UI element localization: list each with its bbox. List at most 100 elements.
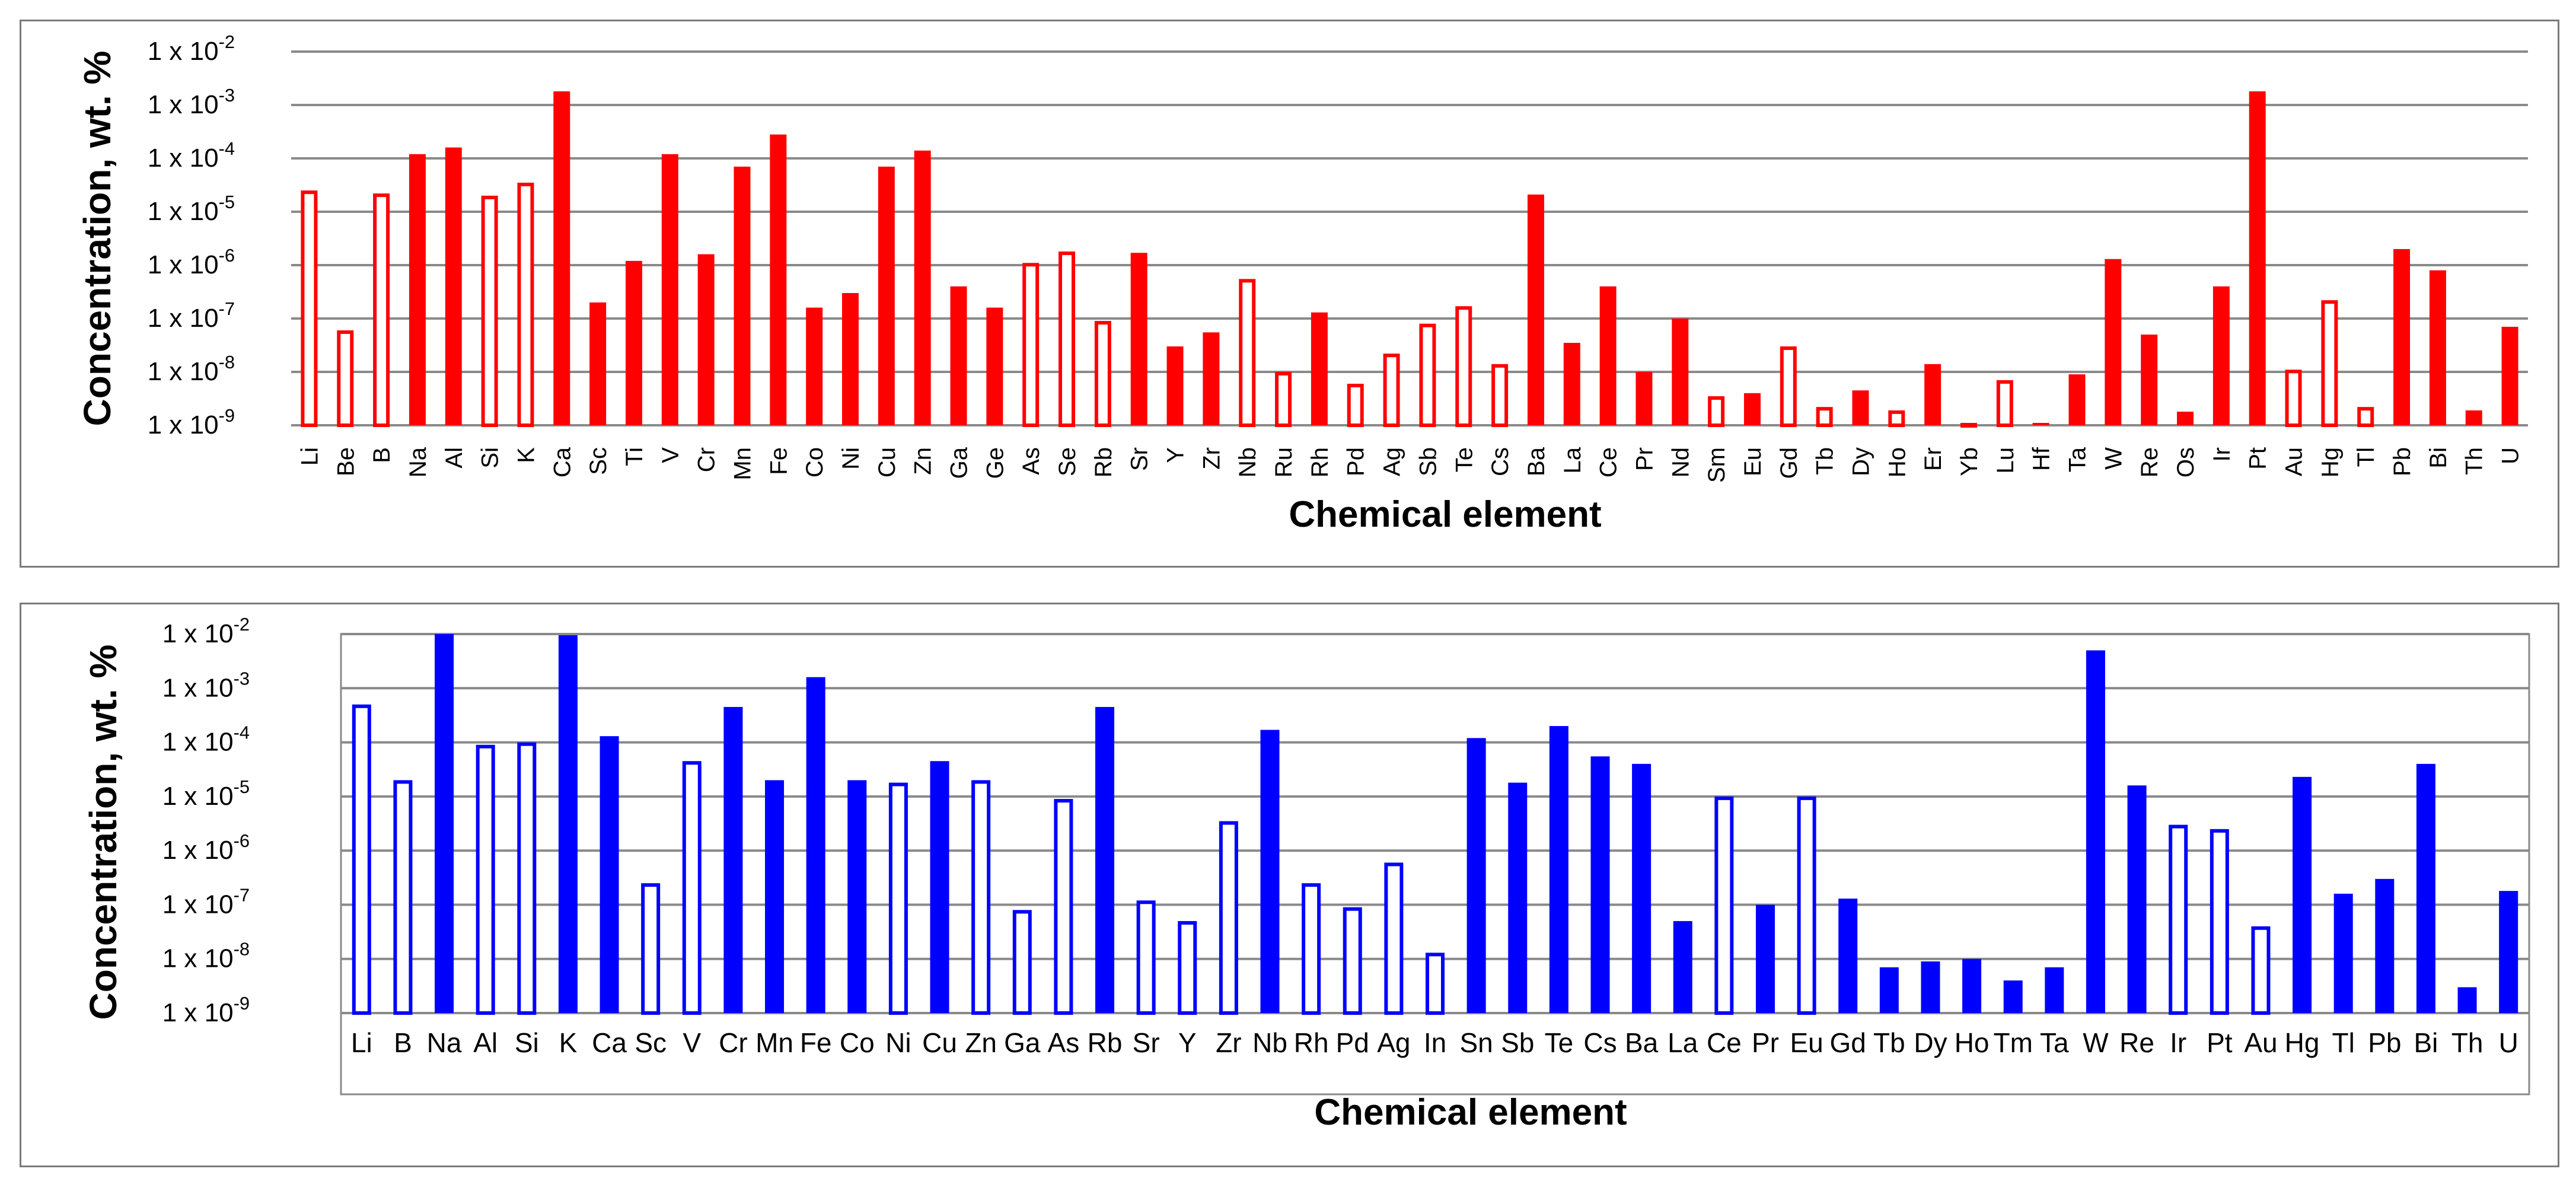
top-xtick-label-te: Te bbox=[1451, 447, 1477, 472]
top-y-axis-title: Concentration, wt. % bbox=[76, 51, 119, 426]
top-xtick-label-co: Co bbox=[802, 447, 828, 477]
bottom-ytick-label: 1 x 10-4 bbox=[162, 722, 250, 757]
bottom-ytick-label: 1 x 10-6 bbox=[162, 830, 250, 865]
top-bar-ag bbox=[1383, 354, 1400, 427]
top-xtick-label-ho: Ho bbox=[1884, 447, 1910, 477]
top-xtick-label-nb: Nb bbox=[1235, 447, 1261, 477]
top-xtick-label-u: U bbox=[2498, 447, 2524, 464]
bottom-xtick-label-li: Li bbox=[351, 1027, 372, 1058]
top-xtick-label-rb: Rb bbox=[1091, 447, 1117, 477]
bottom-xtick-label-mn: Mn bbox=[755, 1027, 793, 1058]
top-xtick-label-pb: Pb bbox=[2389, 447, 2415, 476]
top-bar-si bbox=[481, 195, 498, 427]
bottom-bar-au bbox=[2251, 926, 2271, 1015]
bottom-bar-rh bbox=[1302, 883, 1321, 1015]
top-xtick-label-y: Y bbox=[1163, 447, 1189, 463]
top-xtick-label-la: La bbox=[1560, 447, 1586, 473]
bottom-ytick-label: 1 x 10-2 bbox=[162, 614, 250, 648]
bottom-xtick-label-ce: Ce bbox=[1707, 1027, 1742, 1058]
bottom-xtick-label-ag: Ag bbox=[1377, 1027, 1410, 1058]
top-xtick-label-rh: Rh bbox=[1307, 447, 1333, 477]
top-ytick-label: 1 x 10-4 bbox=[148, 138, 235, 173]
bottom-xtick-label-ba: Ba bbox=[1625, 1027, 1659, 1058]
top-xtick-label-zn: Zn bbox=[910, 447, 936, 475]
bottom-bar-tl bbox=[2333, 893, 2353, 1013]
bottom-xtick-label-bi: Bi bbox=[2414, 1027, 2438, 1058]
bottom-xtick-label-b: B bbox=[394, 1027, 412, 1058]
bottom-bar-sb bbox=[1508, 782, 1528, 1013]
top-xtick-label-ba: Ba bbox=[1523, 447, 1550, 476]
bottom-ytick-label: 1 x 10-9 bbox=[162, 993, 250, 1027]
top-xtick-label-k: K bbox=[513, 447, 539, 463]
bottom-bar-fe bbox=[806, 677, 825, 1013]
bottom-xtick-label-y: Y bbox=[1178, 1027, 1197, 1058]
bottom-bar-tb bbox=[1879, 967, 1899, 1013]
top-bar-sb bbox=[1419, 323, 1436, 428]
bottom-bar-te bbox=[1549, 726, 1568, 1013]
top-bar-ce bbox=[1599, 286, 1617, 425]
top-ytick-label: 1 x 10-6 bbox=[148, 245, 235, 279]
bottom-bar-ca bbox=[600, 736, 619, 1013]
top-xtick-label-eu: Eu bbox=[1740, 447, 1766, 476]
top-xtick-label-pr: Pr bbox=[1631, 447, 1657, 471]
top-bar-la bbox=[1563, 343, 1580, 425]
top-bar-nb bbox=[1239, 279, 1256, 428]
bottom-xtick-label-ca: Ca bbox=[592, 1027, 627, 1058]
top-bar-pt bbox=[2249, 91, 2266, 425]
top-xtick-label-as: As bbox=[1018, 447, 1044, 475]
bottom-xtick-label-ni: Ni bbox=[885, 1027, 911, 1058]
top-xtick-label-pd: Pd bbox=[1343, 447, 1369, 476]
top-bar-mn bbox=[734, 166, 751, 425]
bottom-bar-b bbox=[393, 780, 413, 1015]
bottom-bar-v bbox=[682, 761, 702, 1015]
top-bar-cu bbox=[878, 166, 895, 425]
bottom-bar-eu bbox=[1797, 796, 1816, 1015]
top-xtick-label-ge: Ge bbox=[982, 447, 1008, 479]
bottom-bar-gd bbox=[1838, 899, 1858, 1013]
top-xtick-label-ce: Ce bbox=[1596, 447, 1622, 477]
top-bar-rb bbox=[1094, 321, 1111, 427]
top-bar-ru bbox=[1275, 372, 1292, 427]
top-bar-au bbox=[2285, 370, 2302, 427]
top-bar-tl bbox=[2357, 407, 2374, 427]
top-ytick-label: 1 x 10-7 bbox=[148, 298, 235, 333]
top-bar-lu bbox=[1996, 380, 2013, 427]
top-bar-hg bbox=[2321, 300, 2338, 427]
top-bar-bi bbox=[2429, 270, 2446, 425]
bottom-bar-pr bbox=[1755, 905, 1775, 1013]
top-bar-ti bbox=[625, 260, 642, 425]
bottom-xtick-label-v: V bbox=[683, 1027, 701, 1058]
top-bar-zn bbox=[914, 150, 931, 425]
bottom-xtick-label-pr: Pr bbox=[1752, 1027, 1779, 1058]
bottom-bar-y bbox=[1178, 921, 1197, 1015]
bottom-xtick-label-zn: Zn bbox=[965, 1027, 997, 1058]
bottom-xtick-label-w: W bbox=[2083, 1027, 2109, 1058]
bottom-bar-sn bbox=[1466, 738, 1486, 1013]
bottom-xtick-label-re: Re bbox=[2119, 1027, 2154, 1058]
top-bar-pb bbox=[2393, 249, 2411, 425]
top-xtick-label-li: Li bbox=[297, 447, 323, 466]
top-bar-se bbox=[1059, 251, 1076, 427]
bottom-bar-zr bbox=[1219, 821, 1238, 1015]
top-ytick-label: 1 x 10-8 bbox=[148, 352, 235, 386]
top-bar-os bbox=[2177, 412, 2194, 425]
bottom-bar-sc bbox=[641, 883, 661, 1015]
chart-bottom: 1 x 10-9 1 x 10-8 1 x 10-7 1 x 10-6 1 x 10-5… bbox=[82, 614, 2530, 1133]
top-x-axis-title: Chemical element bbox=[1289, 494, 1601, 535]
top-xtick-label-b: B bbox=[369, 447, 395, 463]
top-xtick-label-th: Th bbox=[2462, 447, 2488, 475]
bottom-xtick-label-ir: Ir bbox=[2170, 1027, 2186, 1058]
top-xtick-label-ti: Ti bbox=[621, 447, 648, 466]
bottom-ytick-label: 1 x 10-7 bbox=[162, 884, 250, 919]
top-xtick-label-gd: Gd bbox=[1776, 447, 1802, 479]
top-xtick-label-pt: Pt bbox=[2245, 447, 2271, 470]
top-bar-zr bbox=[1203, 332, 1220, 425]
bottom-bar-li bbox=[352, 704, 371, 1015]
bottom-bar-co bbox=[847, 780, 867, 1013]
top-xtick-label-v: V bbox=[658, 447, 684, 463]
top-ytick-label: 1 x 10-9 bbox=[148, 405, 235, 440]
top-xtick-label-se: Se bbox=[1054, 447, 1080, 476]
bottom-xtick-label-rh: Rh bbox=[1294, 1027, 1329, 1058]
bottom-bar-ga bbox=[1012, 910, 1032, 1015]
top-xtick-label-be: Be bbox=[333, 447, 359, 476]
